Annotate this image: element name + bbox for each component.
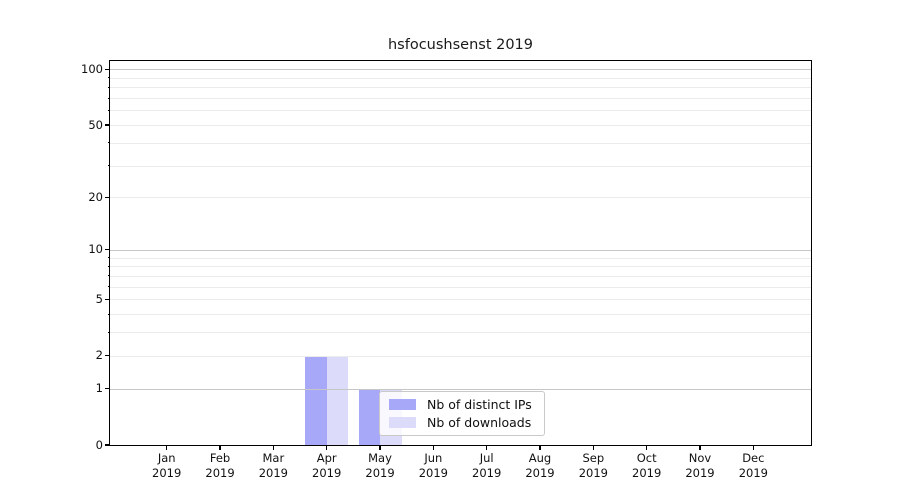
y-minor-tick-mark: [107, 355, 110, 357]
gridline: [110, 275, 811, 277]
x-tick-label: Jan 2019: [152, 451, 182, 480]
legend-label: Nb of downloads: [427, 415, 532, 430]
gridline: [110, 249, 811, 251]
y-tick-label: 1: [95, 381, 103, 396]
gridline: [110, 257, 811, 259]
x-tick-mark: [219, 445, 221, 450]
x-tick-label: Aug 2019: [525, 451, 555, 480]
x-tick-mark: [699, 445, 701, 450]
gridline: [110, 314, 811, 316]
y-tick-mark: [105, 444, 110, 446]
y-tick-label: 50: [88, 117, 103, 132]
y-tick-label: 0: [95, 437, 103, 452]
chart-title: hsfocushsenst 2019: [387, 37, 534, 53]
legend-label: Nb of distinct IPs: [427, 397, 532, 412]
y-minor-tick-mark: [107, 97, 110, 99]
legend-swatch-downloads: [389, 417, 416, 428]
grid-layer: [110, 61, 811, 445]
y-tick-label: 10: [88, 242, 103, 257]
legend-swatch-distinct-ips: [389, 399, 416, 410]
y-tick-label: 100: [81, 61, 103, 76]
gridline: [110, 110, 811, 112]
gridline: [110, 355, 811, 357]
x-tick-mark: [272, 445, 274, 450]
gridline: [110, 77, 811, 79]
y-minor-tick-mark: [107, 77, 110, 79]
x-tick-label: Apr 2019: [312, 451, 342, 480]
bar-nb-of-distinct-ips-apr: [305, 355, 327, 445]
x-tick-mark: [592, 445, 594, 450]
plot-area: [109, 60, 812, 446]
gridline: [110, 197, 811, 199]
y-tick-label: 5: [95, 291, 103, 306]
gridline: [110, 125, 811, 127]
y-minor-tick-mark: [107, 313, 110, 315]
x-tick-label: Mar 2019: [258, 451, 288, 480]
y-tick-label: 20: [88, 189, 103, 204]
y-minor-tick-mark: [107, 165, 110, 167]
y-tick-mark: [105, 387, 110, 390]
x-tick-label: Oct 2019: [632, 451, 662, 480]
x-tick-label: Jun 2019: [418, 451, 448, 480]
x-tick-label: May 2019: [365, 451, 395, 480]
y-minor-tick-mark: [107, 331, 110, 333]
gridline: [110, 388, 811, 390]
gridline: [110, 142, 811, 144]
gridline: [110, 299, 811, 301]
y-minor-tick-mark: [107, 124, 110, 126]
y-tick-label: 2: [95, 348, 103, 363]
gridline: [110, 332, 811, 334]
gridline: [110, 286, 811, 288]
y-tick-mark: [105, 68, 110, 70]
x-tick-mark: [432, 445, 434, 450]
x-tick-mark: [326, 445, 328, 450]
y-minor-tick-mark: [107, 265, 110, 267]
x-tick-mark: [539, 445, 541, 450]
y-minor-tick-mark: [107, 275, 110, 277]
legend-item: Nb of distinct IPs: [389, 397, 534, 412]
x-tick-label: Nov 2019: [685, 451, 715, 480]
x-tick-mark: [752, 445, 754, 450]
y-minor-tick-mark: [107, 86, 110, 88]
legend-item: Nb of downloads: [389, 415, 534, 430]
y-minor-tick-mark: [107, 257, 110, 259]
gridline: [110, 87, 811, 89]
x-tick-mark: [166, 445, 168, 450]
x-tick-label: Jul 2019: [472, 451, 502, 480]
x-tick-mark: [646, 445, 648, 450]
bar-nb-of-distinct-ips-may: [358, 388, 381, 445]
x-tick-label: Feb 2019: [205, 451, 235, 480]
y-tick-mark: [105, 249, 110, 251]
x-tick-label: Sep 2019: [578, 451, 608, 480]
y-minor-tick-mark: [107, 298, 110, 300]
y-minor-tick-mark: [107, 196, 110, 198]
gridline: [110, 98, 811, 100]
y-minor-tick-mark: [107, 142, 110, 144]
x-tick-mark: [379, 445, 381, 450]
x-tick-label: Dec 2019: [738, 451, 768, 480]
bar-nb-of-downloads-apr: [326, 355, 349, 445]
legend: Nb of distinct IPs Nb of downloads: [379, 391, 545, 436]
gridline: [110, 69, 811, 71]
y-minor-tick-mark: [107, 109, 110, 111]
y-minor-tick-mark: [107, 286, 110, 288]
gridline: [110, 165, 811, 167]
x-tick-mark: [486, 445, 488, 450]
gridline: [110, 266, 811, 268]
